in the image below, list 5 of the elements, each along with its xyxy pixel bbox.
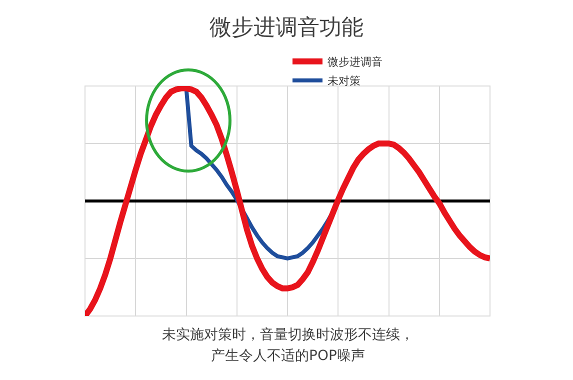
text: 未实施对策时，音量切换时波形不连续， — [162, 327, 414, 343]
chart-title: 微步进调音功能 — [210, 15, 364, 40]
legend-label: 未对策 — [328, 74, 360, 88]
text: 产生令人不适的POP噪声 — [211, 348, 365, 364]
legend-label: 微步进调音 — [328, 56, 382, 69]
